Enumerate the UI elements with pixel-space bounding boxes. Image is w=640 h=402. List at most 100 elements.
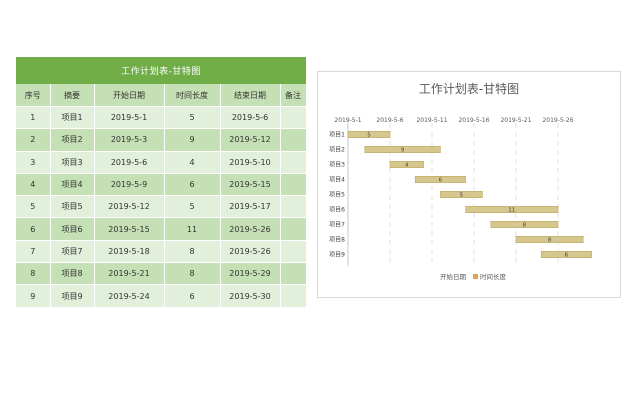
data-label: 6 — [439, 178, 443, 184]
gantt-chart: 工作计划表-甘特图 2019-5-1 2019-5-6 2019-5-11 2019-5… — [317, 71, 621, 298]
cell-summary[interactable]: 项目6 — [50, 217, 95, 241]
cell-start-date[interactable]: 2019-5-21 — [94, 262, 165, 286]
cell-duration[interactable]: 8 — [164, 240, 221, 264]
cell-index[interactable]: 9 — [16, 284, 51, 308]
y-tick-label: 项目9 — [329, 252, 345, 259]
duration-bar — [540, 251, 592, 259]
cell-notes[interactable] — [280, 128, 307, 152]
data-label: 11 — [508, 208, 515, 214]
cell-end-date[interactable]: 2019-5-30 — [220, 284, 281, 308]
cell-duration[interactable]: 9 — [164, 128, 221, 152]
chart-title: 工作计划表-甘特图 — [419, 81, 519, 96]
cell-summary[interactable]: 项目1 — [50, 106, 95, 130]
table-row: 4 项目4 2019-5-9 6 2019-5-15 — [16, 173, 307, 197]
header-duration[interactable]: 时间长度 — [164, 84, 221, 107]
cell-end-date[interactable]: 2019-5-29 — [220, 262, 281, 286]
table-row: 6 项目6 2019-5-15 11 2019-5-26 — [16, 217, 307, 241]
cell-duration[interactable]: 11 — [164, 217, 221, 241]
cell-index[interactable]: 4 — [16, 173, 51, 197]
x-tick-label: 2019-5-26 — [542, 117, 573, 124]
cell-notes[interactable] — [280, 240, 307, 264]
cell-duration[interactable]: 4 — [164, 151, 221, 174]
cell-index[interactable]: 7 — [16, 240, 51, 264]
sheet-title: 工作计划表-甘特图 — [16, 57, 306, 84]
cell-end-date[interactable]: 2019-5-10 — [220, 151, 281, 174]
legend-swatch — [473, 274, 478, 279]
data-label: 9 — [401, 148, 405, 154]
y-tick-label: 项目5 — [329, 192, 345, 199]
table-row: 5 项目5 2019-5-12 5 2019-5-17 — [16, 195, 307, 219]
y-tick-label: 项目2 — [329, 147, 345, 154]
duration-bar — [347, 130, 391, 138]
table-row: 8 项目8 2019-5-21 8 2019-5-29 — [16, 262, 307, 286]
table-row: 7 项目7 2019-5-18 8 2019-5-26 — [16, 240, 307, 264]
cell-end-date[interactable]: 2019-5-26 — [220, 217, 281, 241]
cell-notes[interactable] — [280, 195, 307, 219]
cell-summary[interactable]: 项目9 — [50, 284, 95, 308]
cell-notes[interactable] — [280, 284, 307, 308]
cell-duration[interactable]: 6 — [164, 284, 221, 308]
cell-summary[interactable]: 项目4 — [50, 173, 95, 197]
cell-duration[interactable]: 5 — [164, 106, 221, 130]
cell-start-date[interactable]: 2019-5-15 — [94, 217, 165, 241]
cell-index[interactable]: 3 — [16, 151, 51, 174]
cell-summary[interactable]: 项目8 — [50, 262, 95, 286]
cell-notes[interactable] — [280, 151, 307, 174]
cell-end-date[interactable]: 2019-5-15 — [220, 173, 281, 197]
cell-start-date[interactable]: 2019-5-6 — [94, 151, 165, 174]
duration-bar — [414, 176, 466, 184]
cell-index[interactable]: 2 — [16, 128, 51, 152]
cell-notes[interactable] — [280, 106, 307, 130]
header-end-date[interactable]: 结束日期 — [220, 84, 281, 107]
duration-bar — [465, 206, 559, 214]
cell-end-date[interactable]: 2019-5-12 — [220, 128, 281, 152]
data-label: 5 — [367, 133, 371, 139]
cell-summary[interactable]: 项目3 — [50, 151, 95, 174]
cell-start-date[interactable]: 2019-5-18 — [94, 240, 165, 264]
cell-start-date[interactable]: 2019-5-12 — [94, 195, 165, 219]
header-summary[interactable]: 摘要 — [50, 84, 95, 107]
data-label: 4 — [405, 163, 409, 169]
header-start-date[interactable]: 开始日期 — [94, 84, 165, 107]
gantt-chart-svg: 工作计划表-甘特图 2019-5-1 2019-5-6 2019-5-11 2019-5… — [329, 81, 592, 281]
x-tick-label: 2019-5-21 — [500, 117, 531, 124]
y-tick-label: 项目1 — [329, 132, 345, 139]
cell-end-date[interactable]: 2019-5-26 — [220, 240, 281, 264]
y-tick-label: 项目6 — [329, 207, 345, 214]
cell-start-date[interactable]: 2019-5-3 — [94, 128, 165, 152]
header-notes[interactable]: 备注 — [280, 84, 307, 107]
data-label: 6 — [565, 253, 569, 259]
cell-duration[interactable]: 6 — [164, 173, 221, 197]
x-tick-label: 2019-5-16 — [458, 117, 489, 124]
cell-notes[interactable] — [280, 173, 307, 197]
cell-end-date[interactable]: 2019-5-17 — [220, 195, 281, 219]
data-label: 5 — [460, 193, 464, 199]
cell-index[interactable]: 5 — [16, 195, 51, 219]
y-tick-label: 项目7 — [329, 222, 345, 229]
legend-entry-start: 开始日期 — [440, 272, 467, 281]
cell-duration[interactable]: 5 — [164, 195, 221, 219]
cell-index[interactable]: 1 — [16, 106, 51, 130]
data-label: 8 — [548, 238, 552, 244]
cell-duration[interactable]: 8 — [164, 262, 221, 286]
duration-bar — [440, 191, 483, 199]
duration-bar — [389, 161, 424, 169]
cell-start-date[interactable]: 2019-5-1 — [94, 106, 165, 130]
x-tick-label: 2019-5-6 — [376, 117, 403, 124]
y-tick-label: 项目4 — [329, 177, 345, 184]
cell-start-date[interactable]: 2019-5-24 — [94, 284, 165, 308]
legend-entry-duration: 时间长度 — [480, 272, 507, 281]
cell-notes[interactable] — [280, 262, 307, 286]
cell-summary[interactable]: 项目2 — [50, 128, 95, 152]
cell-index[interactable]: 6 — [16, 217, 51, 241]
cell-index[interactable]: 8 — [16, 262, 51, 286]
plan-table: 序号 摘要 开始日期 时间长度 结束日期 备注 1 项目1 2019-5-1 5 201… — [16, 84, 307, 308]
cell-start-date[interactable]: 2019-5-9 — [94, 173, 165, 197]
cell-notes[interactable] — [280, 217, 307, 241]
table-row: 3 项目3 2019-5-6 4 2019-5-10 — [16, 151, 307, 174]
header-index[interactable]: 序号 — [16, 84, 51, 107]
cell-end-date[interactable]: 2019-5-6 — [220, 106, 281, 130]
cell-summary[interactable]: 项目5 — [50, 195, 95, 219]
cell-summary[interactable]: 项目7 — [50, 240, 95, 264]
table-row: 2 项目2 2019-5-3 9 2019-5-12 — [16, 128, 307, 152]
